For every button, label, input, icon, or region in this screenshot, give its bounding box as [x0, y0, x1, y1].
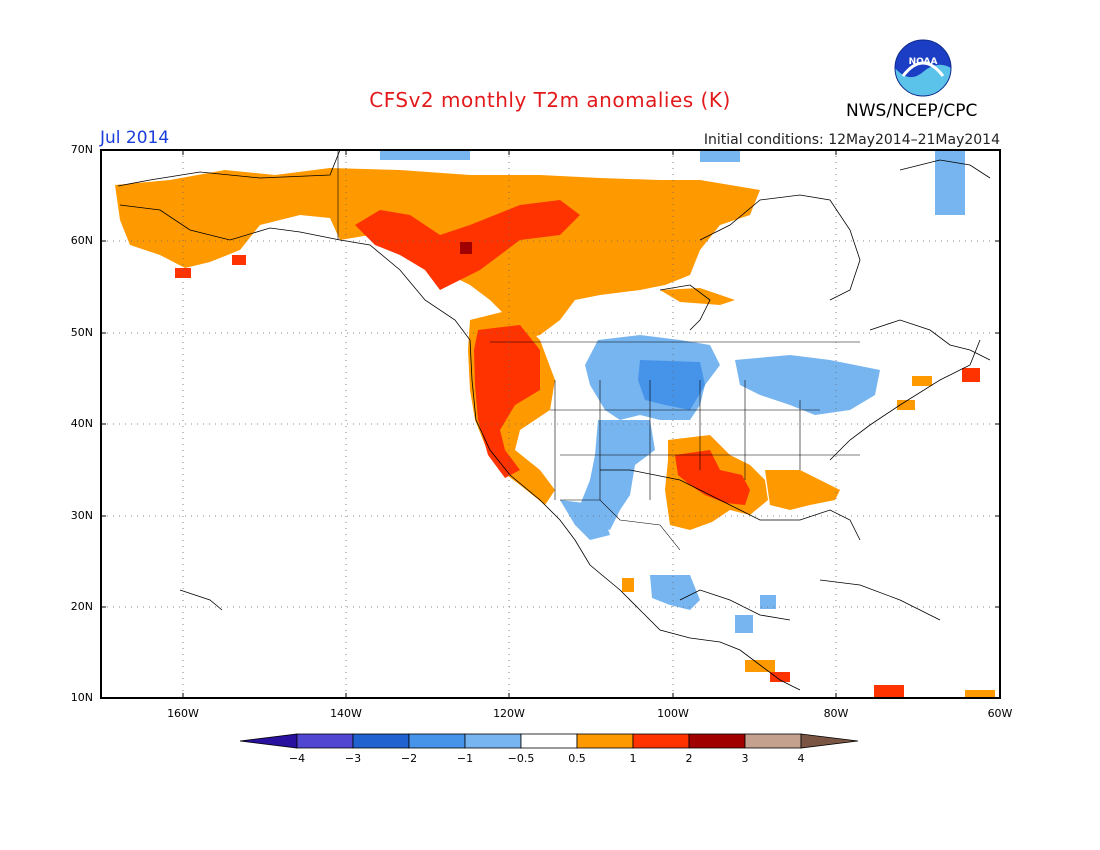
coastlines [117, 149, 991, 691]
lon-label-60w: 60W [987, 707, 1013, 720]
colorbar-label: −4 [288, 752, 306, 765]
colorbar [239, 733, 859, 749]
lat-label-30n: 30N [70, 509, 93, 522]
lat-label-70n: 70N [70, 143, 93, 156]
lon-label-160w: 160W [167, 707, 199, 720]
colorbar-label: 0.5 [568, 752, 586, 765]
lat-label-60n: 60N [70, 234, 93, 247]
colorbar-seg-10 [800, 733, 859, 749]
anomaly-fields [115, 150, 995, 699]
colorbar-seg-7 [632, 733, 690, 749]
warm-cell-newengland [897, 400, 915, 410]
lon-label-120w: 120W [493, 707, 525, 720]
colorbar-seg-9 [744, 733, 802, 749]
noaa-logo-text: NOAA [909, 57, 938, 67]
cool-cell-yucatan [760, 595, 776, 609]
lat-label-20n: 20N [70, 600, 93, 613]
colorbar-label: 4 [797, 752, 805, 765]
cool-region-greatlakes [735, 355, 880, 415]
noaa-logo: NOAA [894, 39, 952, 97]
warm-cell-ca-1 [745, 660, 775, 672]
lon-label-80w: 80W [823, 707, 849, 720]
axis-ticks [101, 150, 1000, 698]
colorbar-seg-0 [239, 733, 298, 749]
strong-cool-plains [638, 360, 705, 410]
warm-region-southeast [765, 470, 840, 510]
cool-cell-guatemala [735, 615, 753, 633]
warm-cell-sa-north [965, 690, 995, 698]
cool-strip-arctic [380, 150, 470, 160]
warm-cell-alaska-1 [175, 268, 191, 278]
hot-spot-yukon [460, 242, 472, 254]
colorbar-seg-8 [688, 733, 746, 749]
cool-strip-arctic-2 [700, 150, 740, 162]
warm-cell-ca-2 [770, 672, 790, 682]
colorbar-label: 2 [685, 752, 693, 765]
colorbar-seg-1 [296, 733, 354, 749]
cool-region-southwest [580, 420, 655, 530]
warm-region-hudson [660, 288, 735, 305]
lat-label-50n: 50N [70, 326, 93, 339]
warm-cell-venezuela [874, 685, 904, 699]
colorbar-seg-3 [408, 733, 466, 749]
lon-label-140w: 140W [330, 707, 362, 720]
lat-label-40n: 40N [70, 417, 93, 430]
strong-warm-south-central [675, 450, 750, 505]
cool-region-greenland [935, 150, 965, 215]
warm-cell-maine [962, 368, 980, 382]
cool-region-baja [560, 500, 610, 540]
gridlines [101, 150, 1000, 698]
colorbar-label: 3 [741, 752, 749, 765]
lat-label-10n: 10N [70, 691, 93, 704]
political-boundaries [337, 150, 860, 551]
initial-conditions: Initial conditions: 12May2014–21May2014 [703, 132, 1000, 148]
colorbar-label: −2 [400, 752, 418, 765]
warm-cell-mexico-1 [622, 578, 634, 592]
agency-label: NWS/NCEP/CPC [846, 101, 978, 121]
lon-label-100w: 100W [657, 707, 689, 720]
colorbar-seg-2 [352, 733, 410, 749]
cool-region-mexico [650, 575, 700, 610]
colorbar-seg-6 [576, 733, 634, 749]
map-title: CFSv2 monthly T2m anomalies (K) [369, 88, 731, 112]
colorbar-label: −1 [456, 752, 474, 765]
forecast-month: Jul 2014 [100, 128, 170, 148]
warm-cell-maine-2 [912, 376, 932, 386]
colorbar-seg-5 [520, 733, 578, 749]
colorbar-label: −3 [344, 752, 362, 765]
colorbar-label: 1 [629, 752, 637, 765]
colorbar-label: −0.5 [507, 752, 535, 765]
warm-cell-alaska-2 [232, 255, 246, 265]
colorbar-seg-4 [464, 733, 522, 749]
strong-warm-west-coast [474, 325, 540, 478]
